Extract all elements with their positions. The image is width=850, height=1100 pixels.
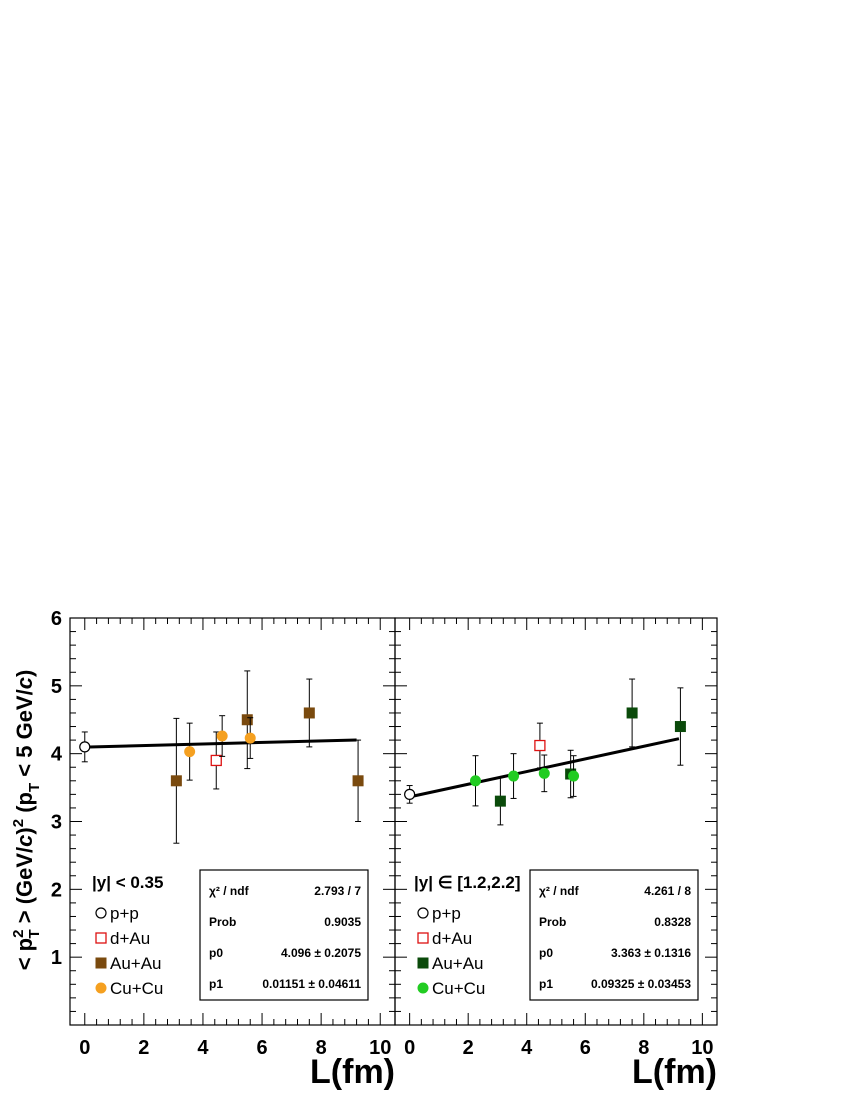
- data-point-AuAu: [674, 721, 686, 733]
- data-point-dAu: [534, 739, 546, 752]
- legend-marker-AuAu: [95, 957, 107, 969]
- x-tick-label: 2: [138, 1037, 149, 1059]
- data-point-pp: [404, 788, 416, 800]
- legend-label: Au+Au: [110, 954, 162, 973]
- legend-header: |y| < 0.35: [92, 873, 163, 892]
- data-point-AuAu: [626, 707, 638, 719]
- legend-label: Cu+Cu: [110, 979, 163, 998]
- stats-value: 3.363 ± 0.1316: [611, 946, 691, 960]
- y-tick-label: 1: [51, 947, 62, 969]
- x-axis-title: L(fm): [310, 1053, 395, 1091]
- data-point-pp: [79, 741, 91, 753]
- x-tick-label: 0: [79, 1037, 90, 1059]
- x-tick-label: 6: [256, 1037, 267, 1059]
- x-tick-label: 8: [638, 1037, 649, 1059]
- data-point-CuCu: [538, 767, 550, 779]
- data-point-AuAu: [241, 714, 253, 726]
- stats-key: χ² / ndf: [539, 884, 580, 898]
- stats-value: 0.09325 ± 0.03453: [591, 977, 691, 991]
- legend-marker-CuCu: [417, 982, 429, 994]
- legend-marker-dAu: [417, 932, 429, 944]
- x-tick-label: 4: [197, 1037, 209, 1059]
- x-tick-label: 4: [521, 1037, 533, 1059]
- legend-label: p+p: [110, 904, 139, 923]
- legend-marker-pp: [417, 907, 429, 919]
- legend-header: |y| ∈ [1.2,2.2]: [414, 873, 521, 892]
- stats-key: Prob: [539, 915, 566, 929]
- legend-label: d+Au: [110, 929, 150, 948]
- y-tick-label: 3: [51, 812, 62, 834]
- data-point-CuCu: [568, 770, 580, 782]
- data-point-AuAu: [352, 775, 364, 787]
- stats-value: 0.01151 ± 0.04611: [262, 977, 361, 991]
- legend-marker-AuAu: [417, 957, 429, 969]
- fit-line: [84, 738, 357, 749]
- stats-key: p0: [209, 946, 223, 960]
- stats-value: 0.8328: [654, 915, 691, 929]
- data-point-CuCu: [244, 732, 256, 744]
- data-point-AuAu: [303, 707, 315, 719]
- y-tick-label: 5: [51, 676, 62, 698]
- y-tick-label: 2: [51, 879, 62, 901]
- legend-label: d+Au: [432, 929, 472, 948]
- stats-box: [529, 869, 699, 1001]
- data-point-CuCu: [184, 746, 196, 758]
- x-tick-label: 0: [404, 1037, 415, 1059]
- right-panel: 0 2 4 6 8 10L(fm) |y| ∈ [1.2,2.2] p+p d+Au Au+Au C…: [394, 617, 718, 1091]
- data-point-AuAu: [170, 775, 182, 787]
- legend-label: Au+Au: [432, 954, 484, 973]
- stats-value: 4.096 ± 0.2075: [281, 946, 361, 960]
- legend-marker-pp: [95, 907, 107, 919]
- y-axis-title: < p2T > (GeV/c)2 (pT < 5 GeV/c): [10, 670, 43, 971]
- data-point-AuAu: [494, 795, 506, 807]
- x-axis-title: L(fm): [632, 1053, 717, 1091]
- data-point-dAu: [210, 754, 222, 767]
- stats-value: 4.261 / 8: [644, 884, 691, 898]
- legend-label: p+p: [432, 904, 461, 923]
- legend-marker-CuCu: [95, 982, 107, 994]
- legend-label: Cu+Cu: [432, 979, 485, 998]
- stats-key: χ² / ndf: [209, 884, 250, 898]
- data-point-CuCu: [508, 770, 520, 782]
- x-tick-label: 2: [463, 1037, 474, 1059]
- x-tick-label: 6: [580, 1037, 591, 1059]
- stats-value: 2.793 / 7: [314, 884, 361, 898]
- x-tick-label: 10: [691, 1037, 713, 1059]
- stats-box: [199, 869, 369, 1001]
- stats-key: p1: [539, 977, 553, 991]
- stats-value: 0.9035: [324, 915, 361, 929]
- x-tick-label: 8: [316, 1037, 327, 1059]
- stats-key: p1: [209, 977, 223, 991]
- legend-marker-dAu: [95, 932, 107, 944]
- data-point-CuCu: [470, 775, 481, 787]
- y-tick-label: 6: [51, 608, 62, 630]
- data-point-CuCu: [216, 730, 228, 742]
- x-tick-label: 10: [369, 1037, 391, 1059]
- stats-key: Prob: [209, 915, 236, 929]
- y-tick-label: 4: [51, 744, 63, 766]
- stats-key: p0: [539, 946, 553, 960]
